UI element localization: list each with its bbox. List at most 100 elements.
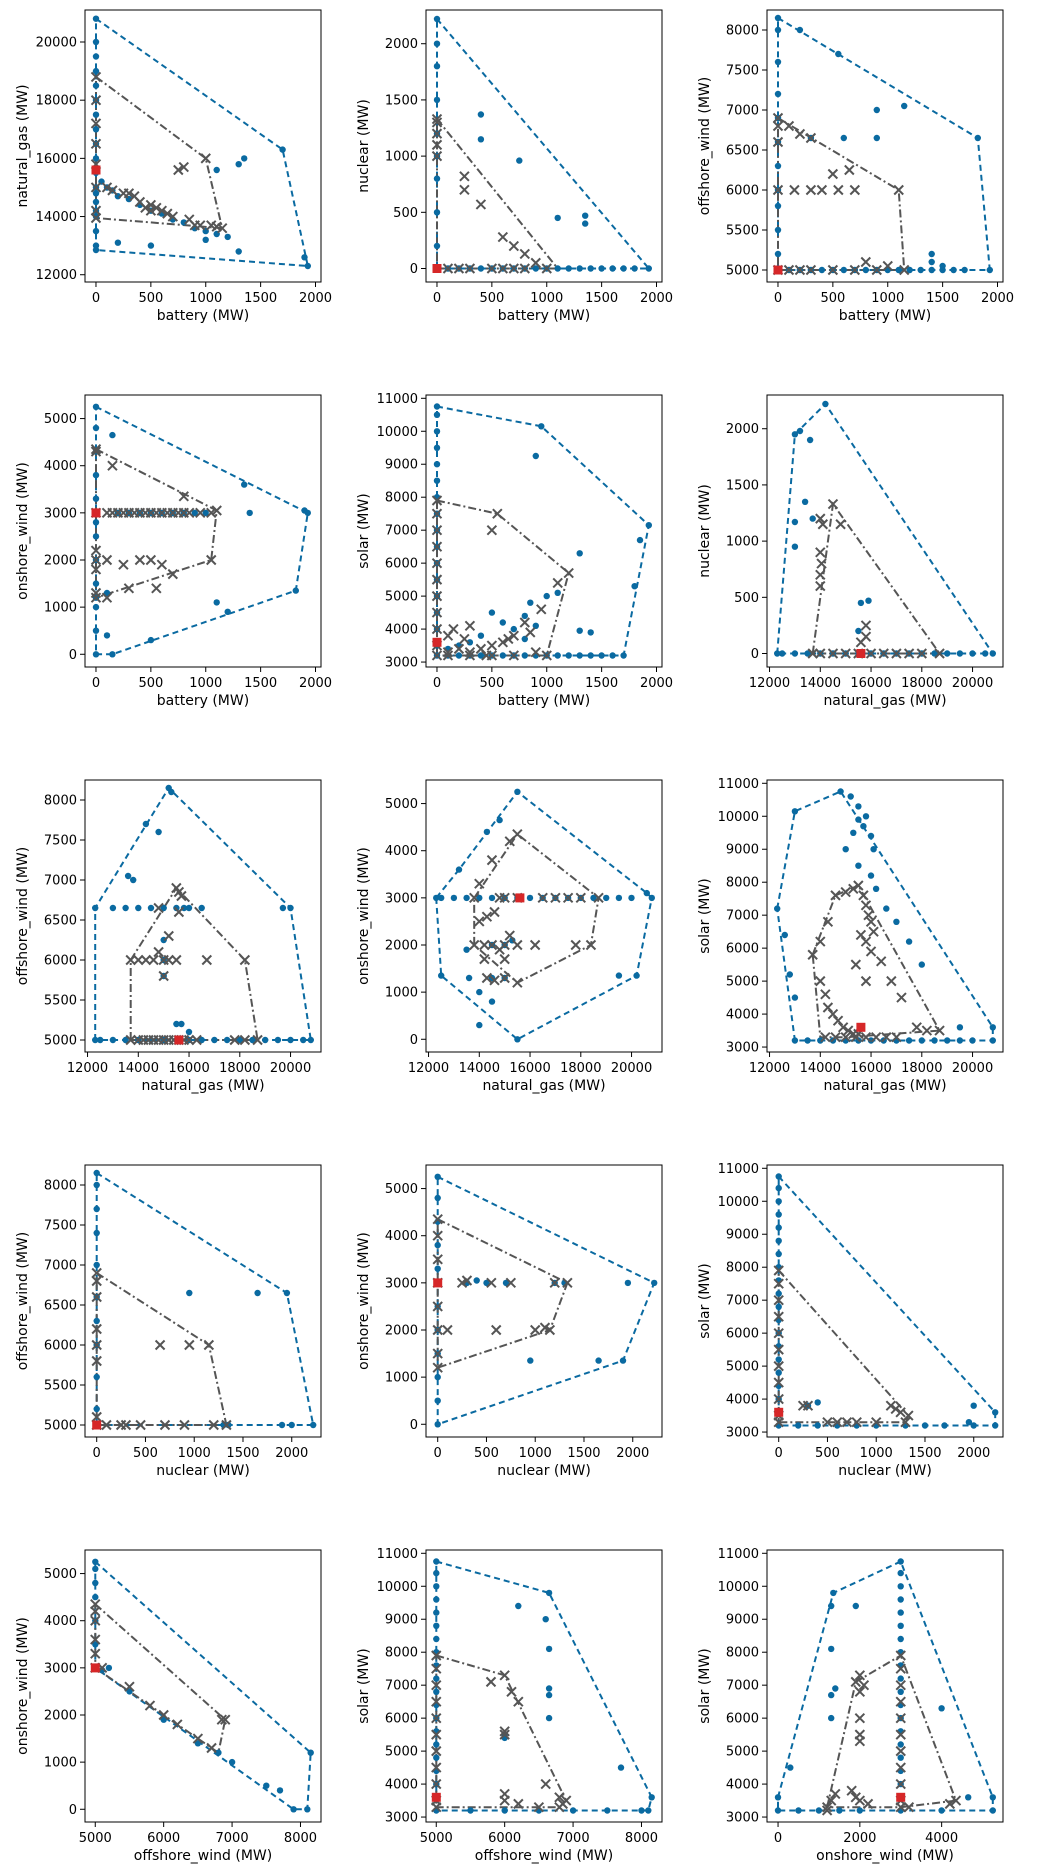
pareto-point <box>868 926 879 937</box>
sample-point <box>828 1645 835 1653</box>
pareto-point <box>499 953 510 965</box>
plot-area <box>92 784 314 1046</box>
sample-point <box>92 1036 99 1044</box>
pareto-point <box>459 633 470 645</box>
sample-point <box>178 1020 185 1028</box>
sample-point <box>645 1807 652 1814</box>
pareto-point <box>820 989 831 1000</box>
sample-point <box>92 471 100 479</box>
pareto-point <box>860 1031 872 1043</box>
pareto-point <box>895 1650 906 1661</box>
sample-point <box>840 134 847 142</box>
sample-point <box>433 1635 440 1643</box>
y-tick-label: 10000 <box>718 1580 759 1595</box>
axes-frame <box>425 1164 663 1438</box>
x-tick-label: 2000 <box>299 291 332 306</box>
outer-hull-line <box>94 1561 312 1811</box>
pareto-point <box>773 1344 784 1355</box>
pareto-point <box>140 202 151 214</box>
pareto-point <box>431 1663 442 1674</box>
y-tick-label: 5000 <box>726 1360 759 1375</box>
pareto-point <box>858 890 869 901</box>
pareto-point <box>508 650 520 661</box>
x-tick-label: 1000 <box>871 291 904 306</box>
sample-point <box>918 1037 925 1044</box>
pareto-point <box>851 1416 862 1428</box>
pareto-point <box>815 648 826 659</box>
pareto-point <box>815 513 826 524</box>
optimum-point <box>896 1792 906 1802</box>
pareto-point <box>536 604 547 615</box>
optimum-point <box>432 637 442 647</box>
sample-point <box>873 106 880 114</box>
subplot-5: 0 500 1000 1500 2000 3000 4000 5000 6000 7000 8000… <box>356 392 673 709</box>
sample-point <box>554 214 561 222</box>
pareto-point <box>863 909 874 921</box>
pareto-point <box>90 182 102 193</box>
pareto-point <box>506 1686 517 1697</box>
pareto-point <box>464 620 476 631</box>
y-tick-label: 5500 <box>44 994 77 1009</box>
sample-point <box>856 1807 863 1814</box>
y-tick-label: 8000 <box>726 1261 759 1276</box>
sample-point <box>488 894 496 902</box>
pareto-point <box>431 590 443 602</box>
sample-point <box>114 239 122 246</box>
sample-point <box>941 1422 948 1429</box>
outer-hull-line <box>95 17 310 268</box>
pareto-point <box>431 113 443 125</box>
x-tick-label: 20000 <box>952 1061 993 1076</box>
pareto-point <box>895 1745 906 1757</box>
sample-point <box>433 96 441 104</box>
sample-point <box>931 1037 938 1044</box>
y-tick-label: 7500 <box>44 1219 77 1234</box>
pareto-point <box>512 829 523 840</box>
pareto-point <box>508 263 520 274</box>
pareto-point <box>90 444 102 455</box>
y-tick-label: 7000 <box>726 909 759 924</box>
pareto-point <box>895 1762 906 1773</box>
pareto-point <box>849 264 861 276</box>
sample-point <box>274 1036 282 1044</box>
sample-point <box>477 632 485 639</box>
axes-frame <box>425 1549 663 1823</box>
pareto-point <box>101 1419 112 1431</box>
pareto-point <box>505 1277 517 1289</box>
sample-point <box>855 862 862 869</box>
pareto-point <box>124 1681 135 1692</box>
pareto-point <box>550 892 561 904</box>
pareto-point <box>850 1676 861 1688</box>
x-tick-label: 16000 <box>509 1061 550 1076</box>
y-tick-label: 10000 <box>377 425 418 440</box>
sample-point <box>774 26 782 34</box>
sample-point <box>433 1741 440 1748</box>
pareto-point <box>431 524 443 536</box>
y-tick-label: 6000 <box>385 1712 418 1727</box>
sample-point <box>620 652 627 659</box>
pareto-point <box>850 959 862 970</box>
sample-point <box>92 246 100 254</box>
axes-frame <box>766 779 1004 1053</box>
sample-point <box>307 1749 314 1756</box>
sample-point <box>631 265 638 272</box>
pareto-point <box>895 1663 906 1674</box>
x-tick-label: 2000 <box>957 1446 990 1461</box>
pareto-point <box>158 1709 169 1721</box>
pareto-point <box>489 975 500 986</box>
x-tick-label: 2000 <box>616 1446 649 1461</box>
pareto-point <box>529 939 541 951</box>
y-axis-label: offshore_wind (MW) <box>15 1232 31 1370</box>
sample-point <box>103 632 111 639</box>
sample-point <box>173 904 180 912</box>
pareto-point <box>840 886 851 898</box>
pareto-point <box>107 460 118 471</box>
pareto-hull-line <box>811 884 942 1039</box>
x-tick-label: 1500 <box>244 676 277 691</box>
x-tick-label: 500 <box>479 676 504 691</box>
sample-point <box>109 1036 117 1044</box>
pareto-point <box>854 1670 866 1681</box>
pareto-point <box>903 648 915 659</box>
y-tick-label: 10000 <box>718 810 759 825</box>
pareto-point <box>442 650 454 661</box>
sample-point <box>791 518 799 526</box>
